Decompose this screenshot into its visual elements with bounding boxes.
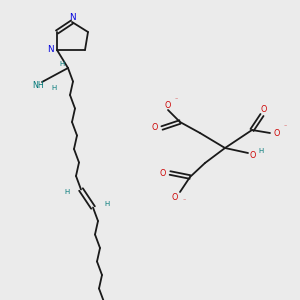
Text: O: O [152, 124, 158, 133]
Text: O: O [165, 100, 171, 109]
Text: O: O [160, 169, 166, 178]
Text: ⁻: ⁻ [284, 125, 286, 130]
Text: H: H [104, 200, 110, 206]
Text: O: O [261, 106, 267, 115]
Text: O: O [274, 128, 280, 137]
Text: ⁻: ⁻ [174, 98, 178, 104]
Text: H: H [59, 61, 64, 67]
Text: O: O [172, 193, 178, 202]
Text: H: H [258, 148, 264, 154]
Text: ⁻: ⁻ [182, 200, 186, 205]
Text: H: H [51, 85, 57, 91]
Text: N: N [69, 14, 75, 22]
Text: H: H [64, 188, 70, 194]
Text: NH: NH [32, 80, 44, 89]
Text: O: O [250, 151, 256, 160]
Text: N: N [47, 46, 53, 55]
